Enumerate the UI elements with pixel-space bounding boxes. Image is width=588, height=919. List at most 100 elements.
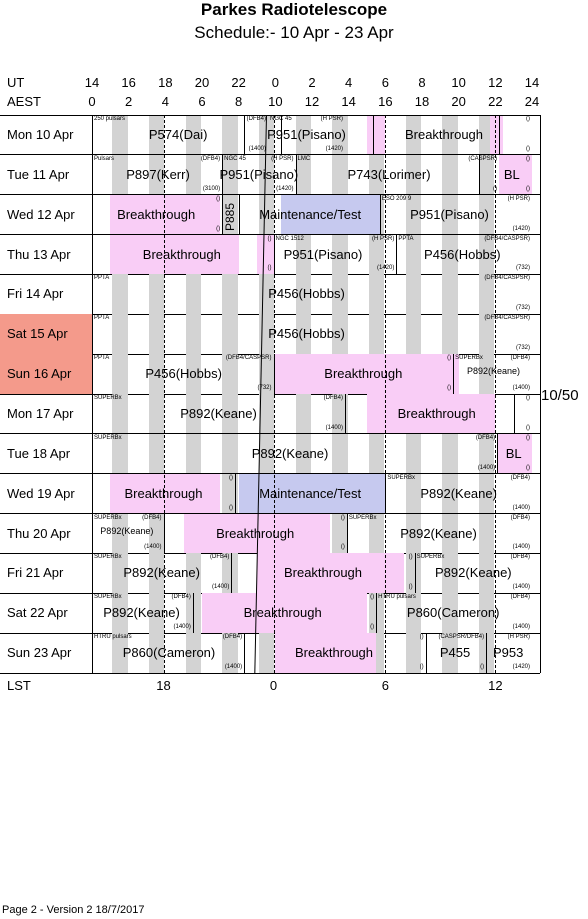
project-label: Breakthrough (294, 645, 374, 661)
breakthrough-band (275, 633, 377, 674)
hour-band (332, 115, 348, 155)
grid-right-border (540, 115, 541, 673)
backend-label: () (526, 395, 530, 402)
aest-label: AEST (7, 94, 41, 109)
schedule-grid: Mon 10 Apr P574(Dai) 250 pulsars (DFB4) (140… (0, 115, 541, 674)
frequency-label: (1420) (512, 225, 530, 232)
lst-guide-line (163, 115, 165, 673)
frequency-label: (1400) (512, 584, 530, 591)
backend-label: () (526, 434, 530, 441)
project-label: P892(Keane) (180, 406, 257, 422)
day-label: Wed 19 Apr (7, 485, 75, 501)
backend-label: () (229, 474, 233, 481)
block-divider (513, 394, 515, 434)
hour-band (112, 433, 128, 474)
day-label: Mon 10 Apr (7, 127, 74, 142)
frequency-label: () (267, 265, 272, 272)
hour-band (332, 394, 348, 434)
ut-tick-label: 2 (308, 75, 316, 90)
backend-label: () (216, 195, 221, 202)
project-label: P455 (439, 645, 471, 661)
hour-band (258, 633, 275, 674)
hour-band (258, 433, 275, 474)
backend-label: (H PSR) (371, 235, 395, 242)
schedule-row: Sun 23 Apr P860(Cameron) HTRU pulsars (DFB4… (0, 633, 540, 674)
hour-band (478, 354, 495, 395)
backend-label: (DFB4) (510, 355, 530, 362)
project-label: Breakthrough (324, 366, 403, 382)
frequency-label: () (526, 424, 530, 431)
backend-label: () (526, 116, 530, 122)
day-label: Thu 13 Apr (7, 246, 71, 262)
hour-band (185, 553, 202, 594)
schedule-row: Sun 16 Apr P456(Hobbs) PPTA (DFB4/CASPSR) (7… (0, 354, 540, 395)
backend-label: (H PSR) (507, 195, 530, 202)
hour-band (185, 154, 202, 195)
project-label: P892(Keane) (420, 485, 497, 501)
backend-label: (DFB4/CASPSR) (484, 275, 530, 282)
block-divider (414, 553, 416, 594)
day-label: Sat 22 Apr (7, 605, 68, 621)
block-divider (379, 194, 381, 235)
backend-label: (DFB4) (222, 634, 243, 641)
day-label: Wed 12 Apr (7, 206, 75, 222)
hour-band (478, 234, 495, 275)
backend-label: (CASPSR) (468, 155, 497, 162)
backend-label: (DFB4/CASPSR) (225, 355, 272, 362)
frequency-label: () (216, 225, 221, 232)
source-label: HTRU pulsars (94, 634, 132, 641)
backend-label: (DFB4) (510, 514, 530, 521)
schedule-row: Thu 13 Apr Breakthrough () () P951(Pisano) NG… (0, 234, 540, 275)
hour-band (478, 194, 495, 235)
lst-tick-label: 6 (381, 678, 389, 693)
breakthrough-band (497, 433, 532, 474)
source-label: SUPERBx (387, 474, 416, 481)
schedule-row: Sat 15 Apr P456(Hobbs) PPTA (DFB4/CASPSR) (7… (0, 314, 540, 355)
hour-band (185, 274, 202, 315)
hour-band (368, 513, 385, 554)
project-label: Breakthrough (397, 406, 476, 422)
hour-band (112, 513, 128, 554)
breakthrough-band (367, 115, 386, 155)
project-label: P574(Dai) (148, 127, 208, 142)
ut-tick-label: 14 (84, 75, 100, 90)
hour-band (112, 154, 128, 195)
lst-label: LST (7, 678, 31, 693)
source-label: SUPERBx (348, 514, 377, 521)
lst-guide-line (273, 115, 275, 673)
hour-band (148, 553, 165, 594)
schedule-row: Sat 22 Apr P892(Keane) SUPERBx (DFB4) (1400)… (0, 593, 540, 634)
hour-band (112, 633, 128, 674)
hour-band (148, 354, 165, 395)
project-label: P892(Keane) (100, 525, 154, 536)
hour-band (295, 314, 312, 355)
hour-band (112, 593, 128, 634)
breakthrough-band (275, 354, 459, 395)
backend-label: (DFB4) (475, 434, 496, 441)
side-note: 10/50 (541, 387, 579, 404)
project-label: P951(Pisano) (219, 166, 299, 182)
frequency-label: (1420) (276, 185, 294, 192)
hour-band (222, 354, 238, 395)
frequency-label: (732) (257, 385, 272, 392)
block-divider (425, 633, 427, 674)
block-divider (238, 194, 240, 235)
maintenance-band (280, 194, 380, 235)
hour-band (442, 513, 458, 554)
project-label: P456(Hobbs) (145, 366, 222, 382)
frequency-label: (1400) (144, 544, 162, 551)
hour-band (148, 593, 165, 634)
day-column-border (92, 115, 93, 673)
ut-label: UT (7, 75, 25, 90)
hour-band (148, 314, 165, 355)
hour-band (295, 274, 312, 315)
project-label: P951(Pisano) (267, 127, 346, 142)
hour-band (295, 115, 312, 155)
hour-band (405, 314, 422, 355)
block-divider (478, 154, 480, 195)
hour-band (258, 354, 275, 395)
ut-tick-label: 20 (194, 75, 210, 90)
footer-version: Page 2 - Version 2 18/7/2017 (2, 904, 145, 916)
source-label: 250 pulsars (94, 116, 126, 122)
frequency-label: (1400) (224, 664, 243, 671)
